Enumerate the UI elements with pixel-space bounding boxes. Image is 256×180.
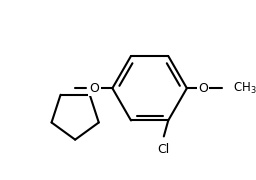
Text: CH$_3$: CH$_3$ — [233, 81, 256, 96]
Text: O: O — [90, 82, 100, 95]
Text: O: O — [198, 82, 208, 95]
Text: Cl: Cl — [158, 143, 170, 156]
